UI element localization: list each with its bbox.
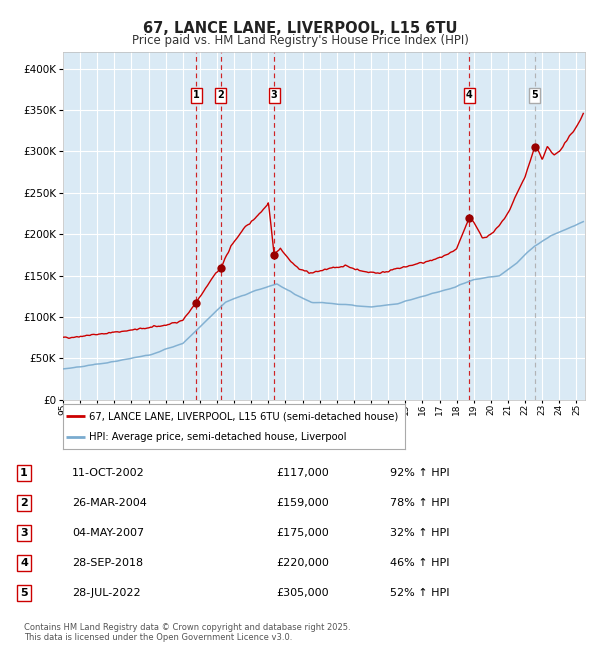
Text: 2: 2 [218,90,224,101]
Text: £305,000: £305,000 [276,588,329,598]
Text: 5: 5 [532,90,538,101]
Text: HPI: Average price, semi-detached house, Liverpool: HPI: Average price, semi-detached house,… [89,432,346,441]
Text: 2: 2 [20,498,28,508]
Text: £159,000: £159,000 [276,498,329,508]
Text: 1: 1 [20,468,28,478]
Text: 4: 4 [466,90,473,101]
Text: 1: 1 [193,90,200,101]
Text: 11-OCT-2002: 11-OCT-2002 [72,468,145,478]
Text: 28-SEP-2018: 28-SEP-2018 [72,558,143,568]
Text: Price paid vs. HM Land Registry's House Price Index (HPI): Price paid vs. HM Land Registry's House … [131,34,469,47]
Text: 3: 3 [20,528,28,538]
Text: Contains HM Land Registry data © Crown copyright and database right 2025.
This d: Contains HM Land Registry data © Crown c… [24,623,350,642]
Text: 04-MAY-2007: 04-MAY-2007 [72,528,144,538]
Text: 26-MAR-2004: 26-MAR-2004 [72,498,147,508]
Text: 46% ↑ HPI: 46% ↑ HPI [390,558,449,568]
Text: 3: 3 [271,90,278,101]
Text: 67, LANCE LANE, LIVERPOOL, L15 6TU: 67, LANCE LANE, LIVERPOOL, L15 6TU [143,21,457,36]
Text: £220,000: £220,000 [276,558,329,568]
Text: 5: 5 [20,588,28,598]
Text: 92% ↑ HPI: 92% ↑ HPI [390,468,449,478]
Text: £175,000: £175,000 [276,528,329,538]
Text: 52% ↑ HPI: 52% ↑ HPI [390,588,449,598]
Text: 78% ↑ HPI: 78% ↑ HPI [390,498,449,508]
Text: 32% ↑ HPI: 32% ↑ HPI [390,528,449,538]
Text: 28-JUL-2022: 28-JUL-2022 [72,588,140,598]
Text: £117,000: £117,000 [276,468,329,478]
Text: 4: 4 [20,558,28,568]
Text: 67, LANCE LANE, LIVERPOOL, L15 6TU (semi-detached house): 67, LANCE LANE, LIVERPOOL, L15 6TU (semi… [89,411,398,421]
